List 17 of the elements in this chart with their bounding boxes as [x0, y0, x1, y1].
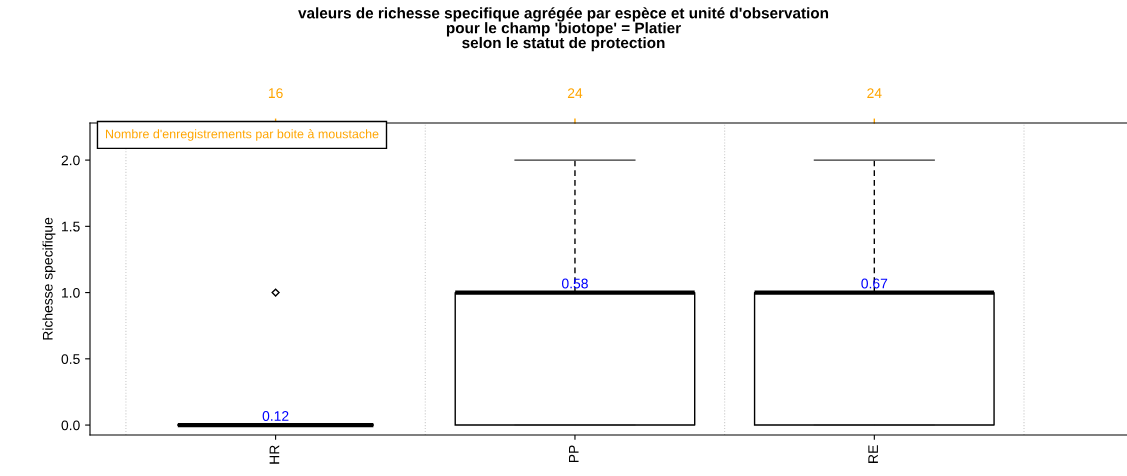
- annotation: Nombre d'enregistrements par boite à moustache: [105, 129, 379, 141]
- y-tick-label: 1.0: [62, 287, 80, 298]
- y-tick-label: 0.0: [61, 420, 80, 431]
- y-tick-label: 1.5: [62, 221, 80, 232]
- x-tick-label: RE: [868, 445, 878, 463]
- y-tick-label: 2.0: [61, 155, 80, 166]
- x-tick-label: HR: [269, 445, 280, 464]
- annotation: 0.12: [262, 411, 289, 421]
- y-tick-label: 0.5: [61, 354, 80, 364]
- x-tick-label: PP: [569, 445, 579, 463]
- text: 24: [867, 88, 882, 98]
- y-axis-title: Richesse specifique: [42, 217, 56, 340]
- text: 16: [268, 88, 283, 99]
- text: 24: [567, 88, 583, 98]
- annotation: 0.67: [861, 278, 888, 289]
- annotation: 0.58: [561, 278, 588, 289]
- chart-title: valeurs de richesse specifique agrégée par espèce et unité d'observation pour le champ 'biotope' = Platier selon le statut de protection: [298, 7, 829, 52]
